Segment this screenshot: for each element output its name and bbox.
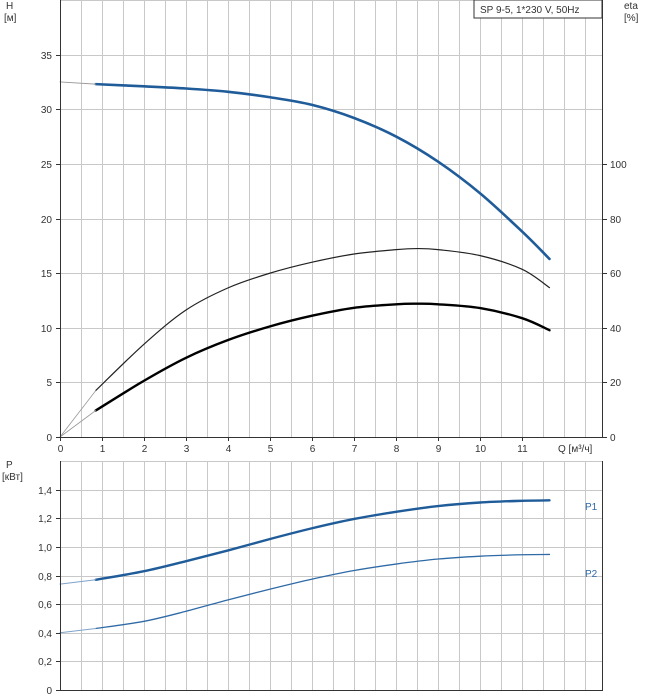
p-tick-label: 1,2 [38, 514, 52, 525]
P2-ext-curve [59, 627, 97, 634]
eta-axis-label: eta [624, 1, 638, 12]
P2-curve [95, 553, 551, 630]
q-tick-label: 6 [310, 444, 316, 455]
eta-tick-label: 80 [610, 215, 622, 226]
p-axis-unit: [кВт] [2, 472, 23, 483]
chart-title: SP 9-5, 1*230 V, 50Hz [480, 5, 580, 16]
p-tick-label: 0,4 [38, 629, 52, 640]
p-tick-label: 1,0 [38, 543, 52, 554]
p-tick-label: 0,6 [38, 600, 52, 611]
h-axis-label: H [6, 1, 13, 12]
q-tick-label: 0 [58, 444, 64, 455]
p-tick-label: 0,8 [38, 572, 52, 583]
eta-thin-curve [95, 247, 551, 392]
p-axis-label: P [6, 460, 13, 471]
bottom-chart-curves [59, 499, 551, 634]
chart-title-box [473, 0, 603, 19]
q-tick-label: 9 [436, 444, 442, 455]
p-tick-label: 0,2 [38, 657, 52, 668]
top-chart-axes: 0 5 10 15 20 25 30 35 0 20 40 60 80 100 0 1 2 3 4 5 6 7 8 9 10 11 [41, 0, 627, 455]
h-tick-label: 15 [41, 269, 53, 280]
q-axis-label: Q [м³/ч] [558, 444, 593, 455]
bottom-chart-axes: 0 0,2 0,4 0,6 0,8 1,0 1,2 1,4 [38, 461, 603, 697]
h-axis-unit: [м] [4, 13, 17, 24]
h-tick-label: 25 [41, 160, 53, 171]
eta-tick-label: 20 [610, 378, 622, 389]
h-tick-label: 0 [46, 433, 52, 444]
p-tick-label: 1,4 [38, 486, 52, 497]
top-chart-curves [59, 81, 551, 438]
q-tick-label: 1 [100, 444, 106, 455]
h-tick-label: 30 [41, 105, 53, 116]
eta-tick-label: 0 [610, 433, 616, 444]
eta-bold-curve [94, 302, 551, 412]
q-tick-label: 10 [475, 444, 487, 455]
eta-tick-label: 60 [610, 269, 622, 280]
bottom-chart-grid [60, 461, 602, 690]
q-tick-label: 11 [517, 444, 528, 455]
q-tick-label: 3 [184, 444, 190, 455]
q-tick-label: 8 [394, 444, 400, 455]
p1-series-label: P1 [585, 502, 598, 513]
h-tick-label: 20 [41, 215, 53, 226]
H-curve [94, 82, 551, 261]
h-tick-label: 5 [46, 378, 52, 389]
eta-tick-label: 100 [610, 160, 627, 171]
H-ext-curve [59, 81, 97, 85]
P1-curve [94, 499, 551, 581]
P1-ext-curve [59, 579, 97, 585]
q-tick-label: 5 [268, 444, 274, 455]
p2-series-label: P2 [585, 569, 598, 580]
eta-bold-ext-curve [59, 410, 97, 438]
eta-axis-unit: [%] [624, 13, 639, 24]
top-chart-grid [60, 0, 602, 437]
h-tick-label: 10 [41, 324, 53, 335]
eta-thin-ext-curve [59, 390, 97, 438]
h-tick-label: 35 [41, 51, 53, 62]
p-tick-label: 0 [46, 686, 52, 697]
eta-tick-label: 40 [610, 324, 622, 335]
q-tick-label: 2 [142, 444, 148, 455]
q-tick-label: 4 [226, 444, 232, 455]
q-tick-label: 7 [352, 444, 358, 455]
